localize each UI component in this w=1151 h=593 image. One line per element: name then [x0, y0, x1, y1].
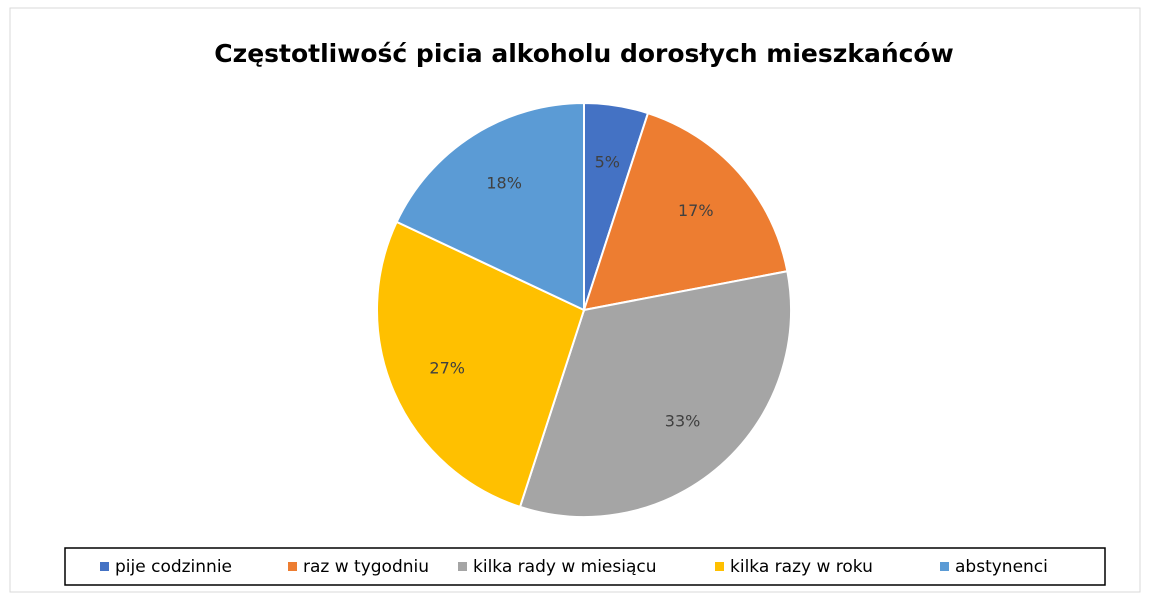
legend-label: kilka rady w miesiącu	[473, 557, 657, 577]
chart-title: Częstotliwość picia alkoholu dorosłych m…	[214, 39, 953, 68]
data-label: 18%	[486, 174, 522, 193]
legend-swatch	[100, 562, 109, 571]
pie-slice	[376, 220, 586, 509]
pie-slice	[518, 270, 792, 518]
data-label: 33%	[665, 411, 701, 430]
data-label: 5%	[595, 152, 620, 171]
legend-label: pije codzinnie	[115, 557, 232, 577]
legend-box	[64, 547, 1106, 586]
data-label: 17%	[678, 201, 714, 220]
legend-label: abstynenci	[955, 557, 1048, 577]
legend-swatch	[458, 562, 467, 571]
pie-slice	[582, 111, 789, 312]
legend-label: raz w tygodniu	[303, 557, 429, 577]
legend-label: kilka razy w roku	[730, 557, 873, 577]
legend-swatch	[715, 562, 724, 571]
legend-swatch	[940, 562, 949, 571]
legend-swatch	[288, 562, 297, 571]
data-label: 27%	[429, 359, 465, 378]
pie-slice	[395, 101, 585, 312]
